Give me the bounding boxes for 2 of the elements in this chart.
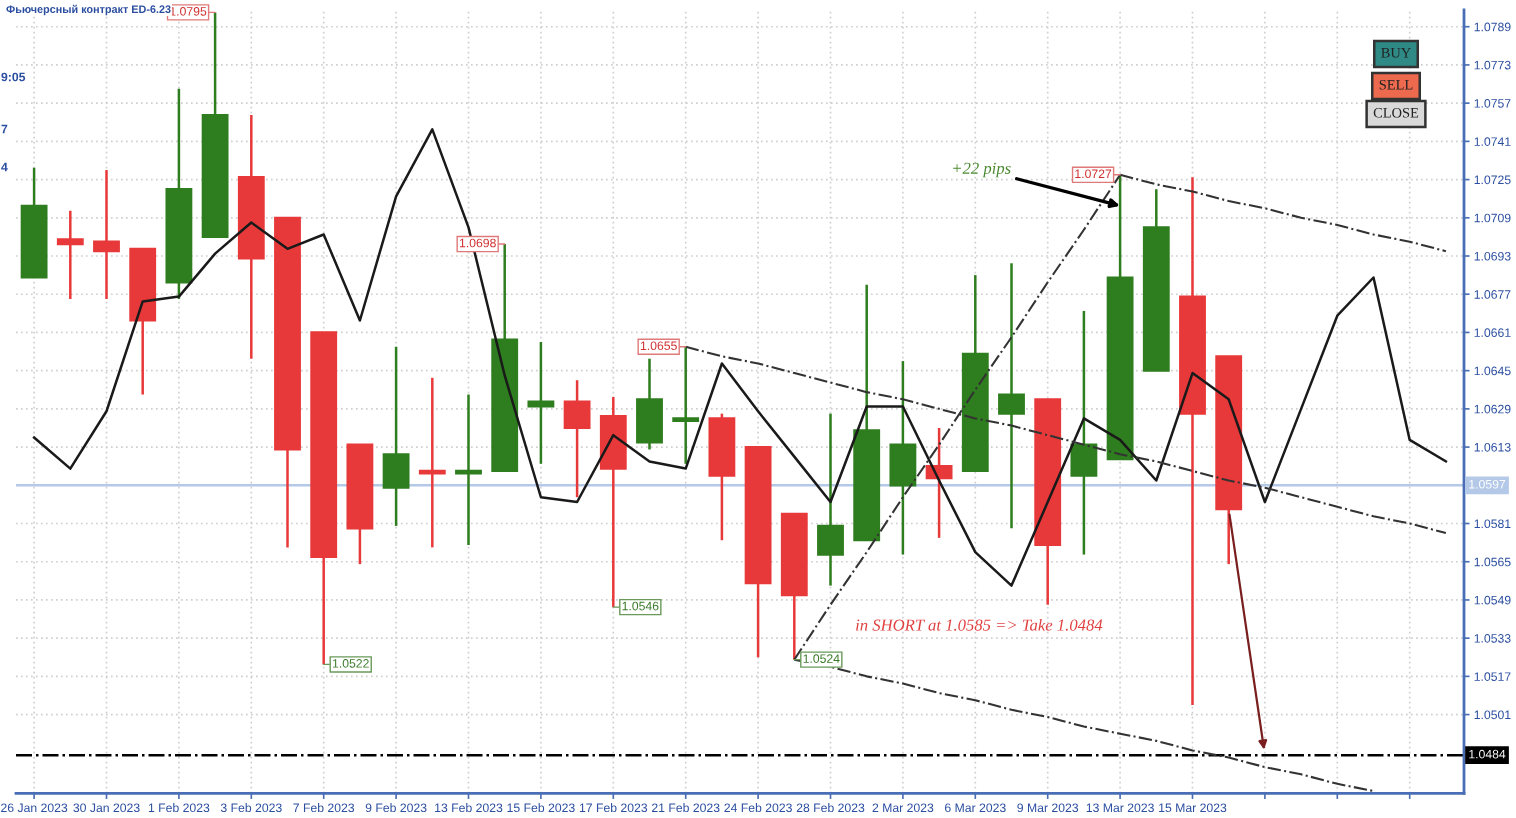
annotation: +22 pips (953, 162, 1011, 178)
annotation: in SHORT at 1.0585 => Take 1.0484 (856, 618, 1103, 631)
